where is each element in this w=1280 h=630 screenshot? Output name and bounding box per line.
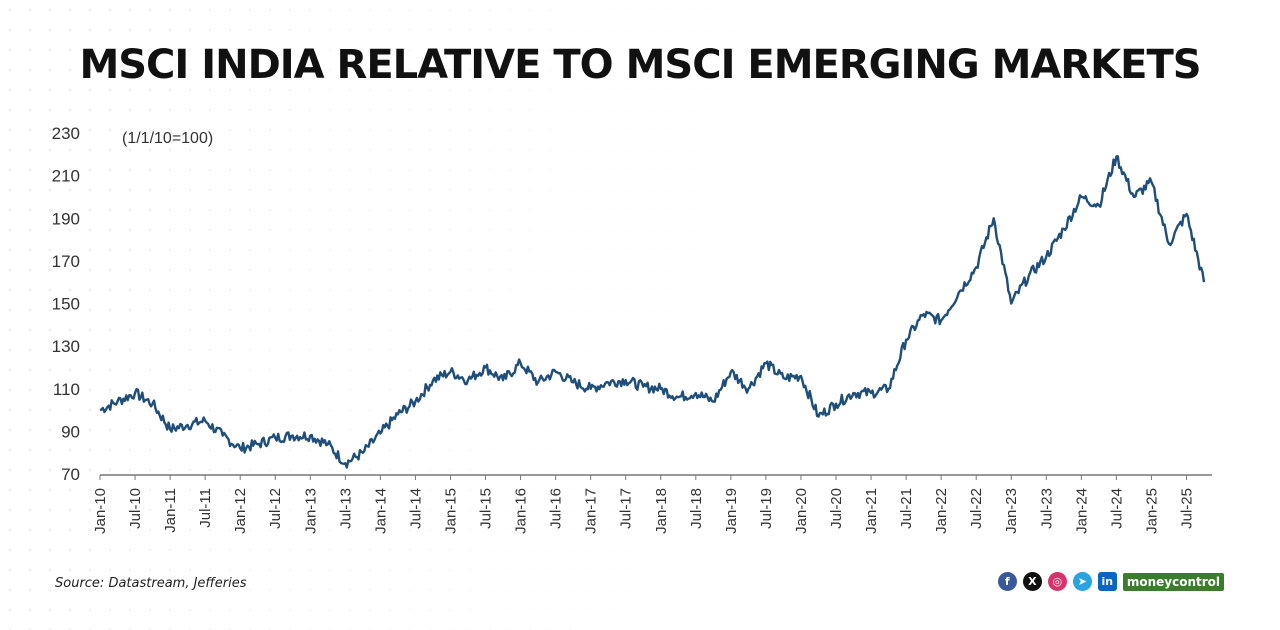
brand-logo: moneycontrol bbox=[1122, 572, 1224, 591]
x-tick-label: Jul-18 bbox=[688, 488, 705, 529]
y-tick-label: 130 bbox=[52, 337, 80, 356]
x-tick-label: Jul-13 bbox=[337, 488, 354, 529]
instagram-icon[interactable]: ◎ bbox=[1047, 572, 1067, 591]
x-tick-label: Jan-22 bbox=[933, 488, 950, 534]
facebook-icon[interactable]: f bbox=[997, 572, 1017, 591]
y-tick-label: 90 bbox=[61, 422, 80, 441]
y-axis: 70 90 110 130 150 170 190 210 230 bbox=[52, 124, 80, 484]
y-tick-label: 70 bbox=[61, 465, 80, 484]
x-tick-label: Jul-23 bbox=[1038, 488, 1055, 529]
linkedin-icon[interactable]: in bbox=[1097, 572, 1117, 591]
x-tick-label: Jan-15 bbox=[442, 488, 459, 534]
y-tick-label: 190 bbox=[52, 209, 80, 228]
source-note: Source: Datastream, Jefferies bbox=[55, 576, 247, 591]
x-tick-label: Jan-10 bbox=[92, 488, 109, 534]
x-icon[interactable]: X bbox=[1022, 572, 1042, 591]
y-tick-label: 110 bbox=[53, 380, 80, 399]
x-tick-label: Jul-22 bbox=[968, 488, 985, 529]
y-tick-label: 170 bbox=[52, 252, 80, 271]
x-tick-label: Jul-14 bbox=[407, 488, 424, 529]
x-tick-label: Jan-20 bbox=[793, 488, 810, 534]
x-tick-label: Jul-12 bbox=[267, 488, 284, 529]
y-tick-label: 150 bbox=[52, 295, 80, 314]
x-tick-label: Jan-14 bbox=[372, 488, 389, 534]
y-tick-label: 230 bbox=[52, 124, 80, 143]
series-line bbox=[99, 155, 1206, 469]
x-tick-label: Jan-25 bbox=[1143, 488, 1160, 534]
x-axis: Jan-10 Jul-10 Jan-11 Jul-11 Jan-12 Jul-12 Jan-… bbox=[92, 474, 1212, 534]
x-tick-label: Jul-20 bbox=[828, 488, 845, 529]
x-tick-label: Jan-17 bbox=[583, 488, 600, 534]
x-tick-label: Jul-25 bbox=[1178, 488, 1195, 529]
x-tick-label: Jul-21 bbox=[898, 488, 915, 529]
x-tick-label: Jan-12 bbox=[232, 488, 249, 534]
page-title: MSCI INDIA RELATIVE TO MSCI EMERGING MAR… bbox=[79, 42, 1201, 88]
telegram-icon[interactable]: ➤ bbox=[1072, 572, 1092, 591]
y-tick-label: 210 bbox=[52, 167, 80, 186]
x-tick-label: Jan-11 bbox=[162, 488, 179, 533]
x-tick-label: Jul-16 bbox=[548, 488, 565, 529]
x-tick-label: Jan-21 bbox=[863, 488, 880, 534]
x-tick-label: Jan-16 bbox=[513, 488, 530, 534]
x-tick-label: Jan-13 bbox=[302, 488, 319, 534]
x-tick-label: Jul-17 bbox=[618, 488, 635, 529]
x-tick-label: Jan-24 bbox=[1073, 488, 1090, 534]
x-tick-label: Jul-10 bbox=[127, 488, 144, 529]
x-tick-label: Jan-18 bbox=[653, 488, 670, 534]
footer-brand: f X ◎ ➤ in moneycontrol bbox=[997, 572, 1224, 591]
x-tick-label: Jul-24 bbox=[1108, 488, 1125, 529]
x-tick-label: Jul-19 bbox=[758, 488, 775, 529]
x-tick-label: Jul-15 bbox=[478, 488, 495, 529]
x-tick-label: Jul-11 bbox=[197, 488, 214, 528]
chart-annotation: (1/1/10=100) bbox=[122, 130, 213, 147]
x-tick-label: Jan-23 bbox=[1003, 488, 1020, 534]
x-tick-label: Jan-19 bbox=[723, 488, 740, 534]
